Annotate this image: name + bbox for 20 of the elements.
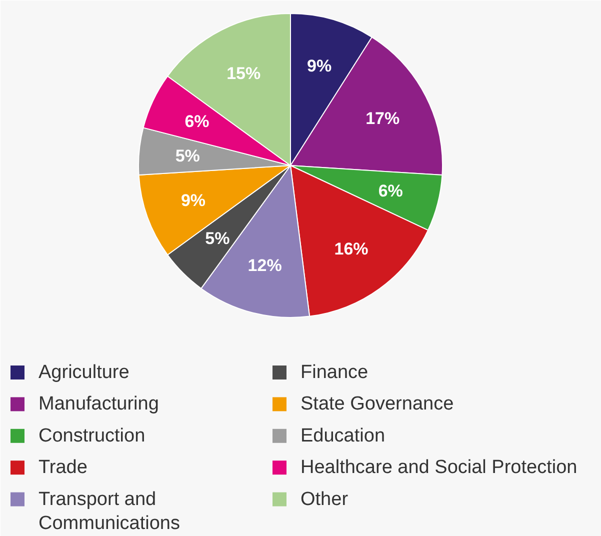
data-label: 16% [334,240,368,259]
data-label: 17% [366,109,400,128]
data-label: 6% [184,112,210,131]
data-label: 5% [175,146,200,166]
legend-label: Transport and Communications [38,488,180,534]
data-label: 9% [307,56,332,76]
data-label: 6% [378,182,403,201]
legend-label: Trade [38,457,88,478]
legend-label: Other [300,488,349,510]
data-label: 12% [248,256,282,276]
legend-label: Healthcare and Social Protection [300,457,578,478]
legend-label: Agriculture [38,362,130,383]
data-label: 9% [180,191,206,210]
legend-label: Education [300,425,386,446]
legend-label: State Governance [300,394,454,415]
legend-label: Construction [38,425,146,446]
data-label: 5% [205,229,230,248]
data-label: 15% [226,64,261,83]
legend-label: Manufacturing [38,394,159,415]
legend-label: Finance [300,362,368,383]
